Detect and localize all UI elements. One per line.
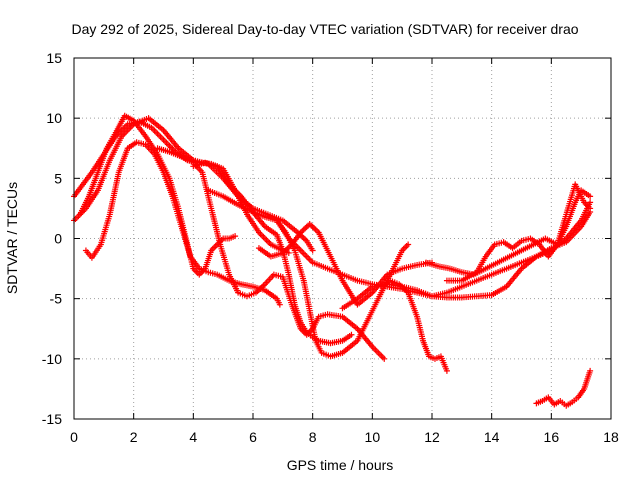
data-point <box>309 223 316 230</box>
data-point <box>285 249 292 256</box>
x-tick-label: 2 <box>130 429 138 445</box>
y-tick-label: -15 <box>42 411 62 427</box>
series-track-14 <box>533 367 594 409</box>
x-tick-label: 8 <box>309 429 317 445</box>
data-point <box>312 226 319 233</box>
x-tick-label: 12 <box>424 429 440 445</box>
y-tick-label: 0 <box>54 231 62 247</box>
x-tick-label: 18 <box>603 429 619 445</box>
y-tick-label: 5 <box>54 170 62 186</box>
data-point <box>587 193 594 200</box>
series-track-12 <box>423 187 594 278</box>
data-point <box>276 301 283 308</box>
data-point <box>308 222 315 229</box>
data-point <box>348 331 355 338</box>
data-points <box>71 112 594 409</box>
y-axis-label: SDTVAR / TECUs <box>4 182 20 294</box>
y-tick-label: 15 <box>46 50 62 66</box>
chart-title: Day 292 of 2025, Sidereal Day-to-day VTE… <box>71 21 578 37</box>
data-point <box>405 241 412 248</box>
data-point <box>587 199 594 206</box>
series-track-8 <box>255 221 435 308</box>
x-tick-label: 14 <box>484 429 500 445</box>
data-point <box>303 223 310 230</box>
x-tick-label: 0 <box>70 429 78 445</box>
data-point <box>381 355 388 362</box>
series-track-11 <box>378 277 450 374</box>
series-track-4 <box>82 139 283 308</box>
y-tick-label: -5 <box>50 291 63 307</box>
x-axis-label: GPS time / hours <box>287 457 394 473</box>
y-tick-label: -10 <box>42 351 62 367</box>
series-track-10 <box>339 209 594 312</box>
data-point <box>443 367 450 374</box>
data-point <box>311 225 318 232</box>
data-point <box>299 228 306 235</box>
data-point <box>300 235 307 242</box>
data-point <box>587 205 594 212</box>
data-point <box>232 233 239 240</box>
data-point <box>302 225 309 232</box>
y-axis-ticks: -15 -10 -5 0 5 10 15 <box>42 50 611 427</box>
data-point <box>587 367 594 374</box>
x-tick-label: 16 <box>544 429 560 445</box>
series-track-13 <box>443 181 594 284</box>
series-track-2 <box>71 115 316 254</box>
x-tick-label: 10 <box>365 429 381 445</box>
data-point <box>309 247 316 254</box>
series-track-3 <box>76 112 239 278</box>
x-axis-ticks: 0 2 4 6 8 10 12 14 16 18 <box>70 58 619 445</box>
grid-lines <box>74 58 611 419</box>
x-tick-label: 6 <box>249 429 257 445</box>
data-point <box>306 221 313 228</box>
series-track-6 <box>190 159 355 347</box>
x-tick-label: 4 <box>189 429 197 445</box>
y-tick-label: 10 <box>46 110 62 126</box>
data-point <box>300 226 307 233</box>
